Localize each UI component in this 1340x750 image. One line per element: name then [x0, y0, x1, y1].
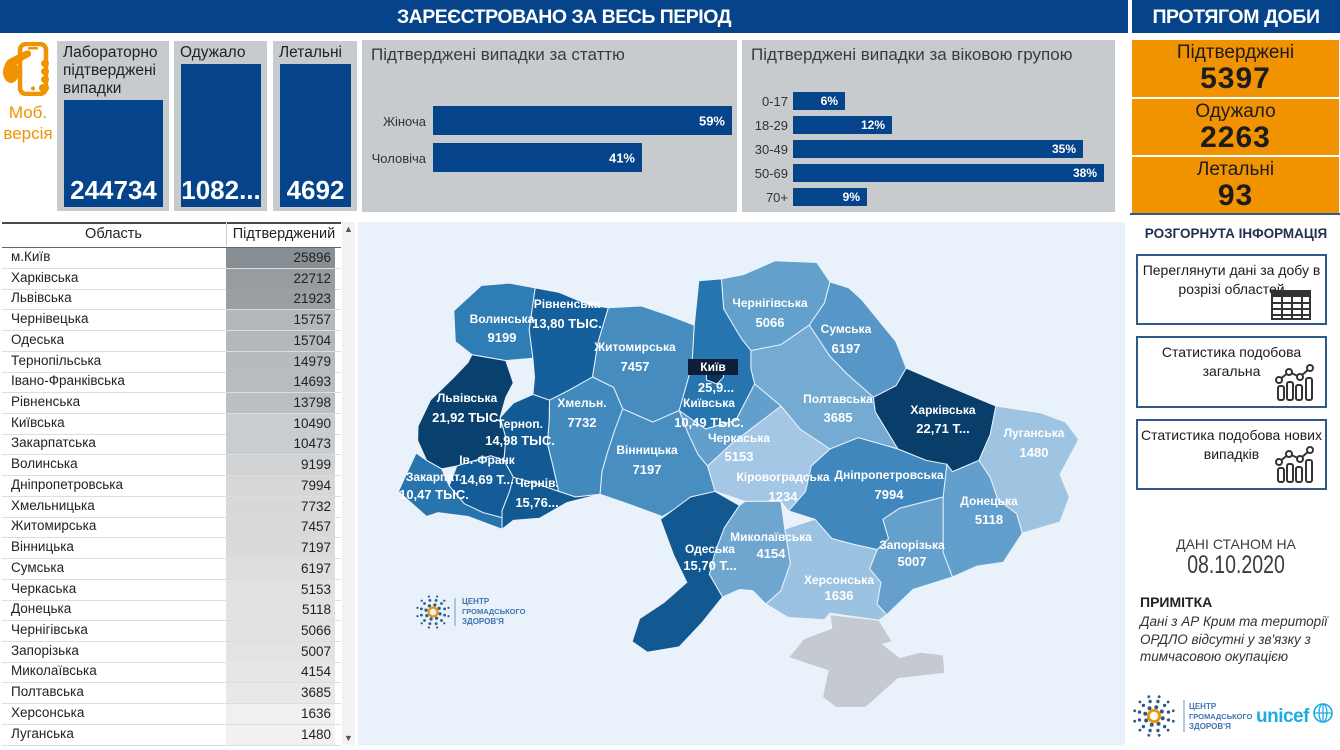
svg-text:25,9...: 25,9... [698, 380, 734, 395]
svg-text:9199: 9199 [488, 330, 517, 345]
svg-text:ГРОМАДСЬКОГО: ГРОМАДСЬКОГО [462, 607, 526, 616]
svg-text:Черкаська: Черкаська [708, 431, 770, 445]
svg-text:Ів.-Франк: Ів.-Франк [459, 453, 516, 467]
svg-text:Донецька: Донецька [960, 494, 1018, 508]
svg-text:Чернів.: Чернів. [515, 476, 559, 490]
svg-text:7197: 7197 [633, 462, 662, 477]
svg-text:Кіровоградська: Кіровоградська [736, 470, 829, 484]
svg-text:5153: 5153 [725, 449, 754, 464]
svg-text:Чернігівська: Чернігівська [732, 296, 807, 310]
svg-text:13,80 ТЫС.: 13,80 ТЫС. [532, 316, 602, 331]
svg-text:Вінницька: Вінницька [616, 443, 678, 457]
svg-text:Одеська: Одеська [685, 542, 735, 556]
svg-text:Рівненська: Рівненська [534, 297, 601, 311]
svg-text:ГРОМАДСЬКОГО: ГРОМАДСЬКОГО [1189, 712, 1253, 721]
svg-text:ЗДОРОВ'Я: ЗДОРОВ'Я [1189, 722, 1231, 731]
svg-text:4154: 4154 [757, 546, 787, 561]
svg-text:Київська: Київська [683, 396, 735, 410]
svg-text:Миколаївська: Миколаївська [730, 530, 812, 544]
svg-text:Терноп.: Терноп. [497, 417, 543, 431]
svg-text:Львівська: Львівська [437, 391, 498, 405]
svg-text:7457: 7457 [621, 359, 650, 374]
svg-text:15,76...: 15,76... [515, 495, 558, 510]
svg-text:ЗДОРОВ'Я: ЗДОРОВ'Я [462, 617, 504, 626]
svg-text:Луганська: Луганська [1004, 426, 1065, 440]
svg-text:5066: 5066 [756, 315, 785, 330]
svg-text:10,49 ТЫС.: 10,49 ТЫС. [674, 415, 744, 430]
svg-text:Закарпат.: Закарпат. [406, 470, 462, 484]
svg-text:14,69 Т...: 14,69 Т... [460, 472, 513, 487]
svg-text:3685: 3685 [824, 410, 853, 425]
svg-text:21,92 ТЫС.: 21,92 ТЫС. [432, 410, 502, 425]
svg-text:Житомирська: Житомирська [593, 340, 676, 354]
svg-text:Запорізька: Запорізька [879, 538, 945, 552]
svg-text:1234: 1234 [769, 489, 799, 504]
svg-text:14,98 ТЫС.: 14,98 ТЫС. [485, 433, 555, 448]
svg-text:ЦЕНТР: ЦЕНТР [1189, 702, 1217, 711]
svg-text:7732: 7732 [568, 415, 597, 430]
svg-text:6197: 6197 [832, 341, 861, 356]
svg-text:5007: 5007 [898, 554, 927, 569]
svg-text:1636: 1636 [825, 588, 854, 603]
svg-text:5118: 5118 [975, 512, 1003, 527]
svg-text:Полтавська: Полтавська [803, 392, 873, 406]
svg-text:Сумська: Сумська [821, 322, 872, 336]
svg-text:1480: 1480 [1020, 445, 1049, 460]
svg-text:Дніпропетровська: Дніпропетровська [834, 468, 943, 482]
svg-text:Волинська: Волинська [470, 312, 535, 326]
svg-text:15,70 Т...: 15,70 Т... [683, 558, 736, 573]
svg-text:ЦЕНТР: ЦЕНТР [462, 597, 490, 606]
svg-text:Київ: Київ [700, 360, 725, 374]
svg-text:Херсонська: Херсонська [804, 573, 874, 587]
svg-text:Харківська: Харківська [910, 403, 975, 417]
svg-text:Хмельн.: Хмельн. [557, 396, 606, 410]
svg-text:22,71 Т...: 22,71 Т... [916, 421, 969, 436]
svg-text:7994: 7994 [875, 487, 905, 502]
svg-text:10,47 ТЫС.: 10,47 ТЫС. [399, 487, 469, 502]
svg-text:unicef: unicef [1256, 706, 1310, 727]
